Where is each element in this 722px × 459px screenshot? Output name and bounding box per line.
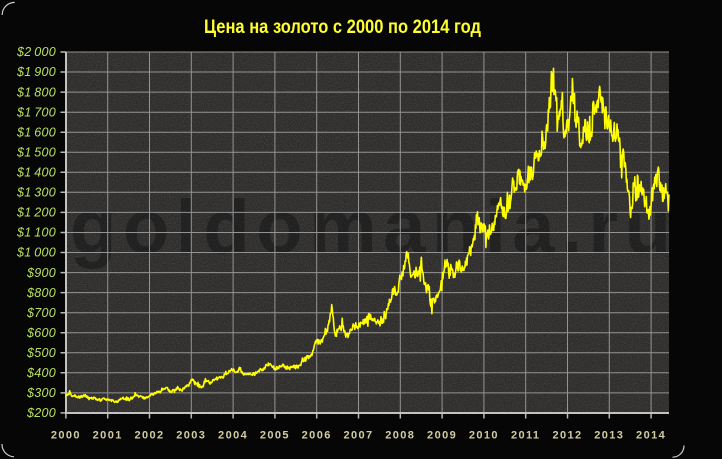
svg-text:$1 400: $1 400 — [16, 166, 56, 180]
svg-text:2011: 2011 — [511, 430, 540, 442]
svg-text:$1 800: $1 800 — [16, 85, 56, 99]
svg-text:2004: 2004 — [218, 430, 248, 442]
svg-text:2006: 2006 — [302, 430, 332, 442]
svg-text:2010: 2010 — [469, 430, 499, 442]
svg-text:2012: 2012 — [552, 430, 582, 442]
svg-text:$400: $400 — [26, 366, 56, 380]
svg-text:$300: $300 — [26, 386, 56, 400]
svg-text:2003: 2003 — [176, 430, 206, 442]
svg-text:2001: 2001 — [93, 430, 123, 442]
svg-text:2014: 2014 — [636, 430, 666, 442]
svg-text:$2 000: $2 000 — [16, 45, 56, 59]
svg-text:2013: 2013 — [594, 430, 624, 442]
svg-text:2007: 2007 — [343, 430, 373, 442]
svg-text:$1 300: $1 300 — [16, 186, 56, 200]
svg-text:2009: 2009 — [427, 430, 457, 442]
svg-text:$1 000: $1 000 — [16, 246, 56, 260]
svg-text:$1 200: $1 200 — [16, 206, 56, 220]
svg-text:$1 500: $1 500 — [16, 145, 56, 159]
svg-text:$900: $900 — [26, 266, 56, 280]
svg-text:2005: 2005 — [260, 430, 290, 442]
svg-text:2002: 2002 — [134, 430, 164, 442]
svg-text:2008: 2008 — [385, 430, 415, 442]
svg-text:$800: $800 — [26, 286, 56, 300]
svg-text:$600: $600 — [26, 326, 56, 340]
svg-text:$200: $200 — [26, 406, 56, 420]
svg-text:$1 700: $1 700 — [16, 105, 56, 119]
svg-text:2000: 2000 — [51, 430, 81, 442]
svg-text:$1 600: $1 600 — [16, 125, 56, 139]
svg-text:$500: $500 — [26, 346, 56, 360]
svg-text:$1 100: $1 100 — [16, 226, 56, 240]
svg-text:$1 900: $1 900 — [16, 65, 56, 79]
svg-text:Цена на золото с 2000 по 2014: Цена на золото с 2000 по 2014 год — [204, 16, 482, 38]
svg-text:$700: $700 — [26, 306, 56, 320]
